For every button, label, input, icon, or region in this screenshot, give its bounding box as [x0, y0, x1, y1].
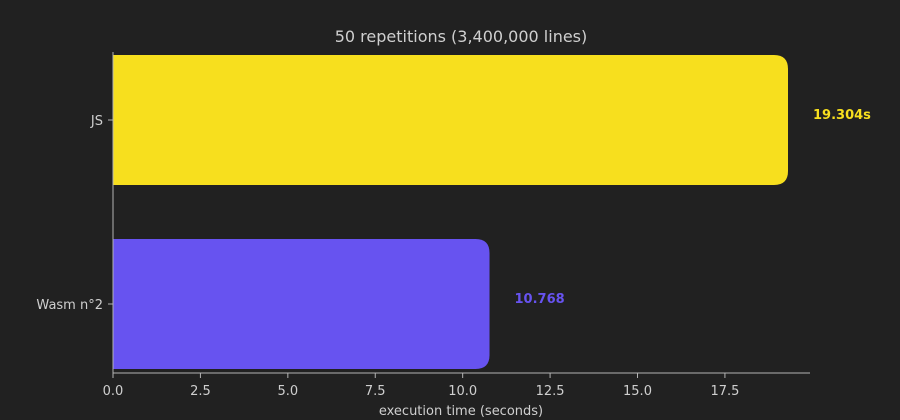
y-tick-label-1: Wasm n°2	[36, 298, 103, 313]
x-tick-label-2: 5.0	[277, 384, 298, 399]
axes-layer	[108, 52, 810, 378]
x-tick-label-3: 7.5	[365, 384, 386, 399]
x-tick-label-1: 2.5	[190, 384, 211, 399]
labels-layer: JS 19.304s Wasm n°2 10.768 0.0 2.5 5.0 7.5 10.0 1…	[36, 108, 871, 399]
value-label-0: 19.304s	[813, 108, 871, 123]
x-tick-label-7: 17.5	[710, 384, 739, 399]
y-tick-label-0: JS	[90, 114, 103, 129]
x-tick-label-6: 15.0	[623, 384, 652, 399]
value-label-1: 10.768	[515, 292, 565, 307]
bars-layer	[113, 55, 788, 369]
bar-0	[113, 55, 788, 185]
x-axis-label: execution time (seconds)	[379, 404, 543, 419]
x-tick-label-4: 10.0	[448, 384, 477, 399]
bar-1	[113, 239, 490, 369]
x-tick-label-0: 0.0	[103, 384, 124, 399]
x-tick-label-5: 12.5	[536, 384, 565, 399]
chart-title: 50 repetitions (3,400,000 lines)	[335, 27, 588, 46]
